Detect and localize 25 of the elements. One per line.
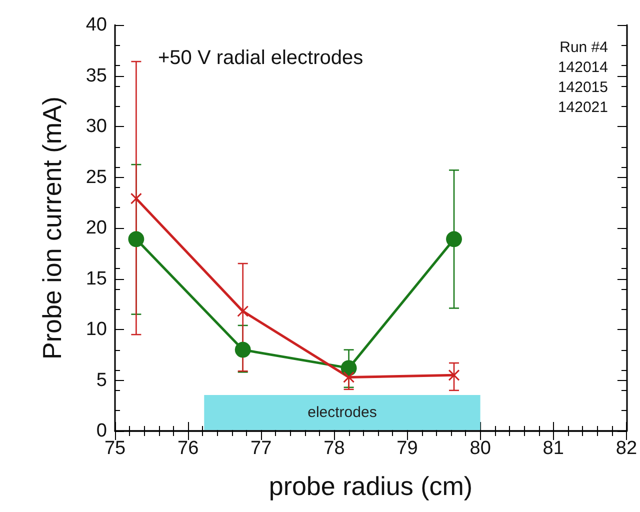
y-tick-label: 10: [86, 319, 107, 340]
y-tick-label: 35: [86, 65, 107, 86]
x-tick-label: 75: [104, 438, 126, 459]
x-tick-label: 77: [250, 438, 272, 459]
x-tick-label: 79: [396, 438, 418, 459]
x-tick-label: 78: [324, 438, 345, 459]
x-tick-label: 81: [542, 438, 564, 459]
y-tick-label: 40: [86, 14, 107, 36]
annotation: Run #4: [560, 39, 608, 56]
annotation: 142015: [558, 79, 608, 96]
y-tick-label: 25: [86, 166, 107, 188]
y-tick-label: 5: [96, 370, 107, 391]
y-tick-label: 15: [86, 268, 107, 290]
annotation: 142014: [558, 59, 608, 76]
y-tick-label: 0: [96, 420, 107, 442]
x-tick-label: 80: [470, 438, 491, 459]
y-tick-label: 30: [86, 116, 107, 137]
band-label: electrodes: [308, 404, 377, 421]
annotation: 142021: [558, 99, 608, 116]
x-axis-title: probe radius (cm): [268, 471, 473, 501]
x-tick-label: 82: [616, 438, 638, 459]
x-tick-label: 76: [177, 438, 199, 459]
y-axis-title: Probe ion current (mA): [37, 96, 67, 360]
annotation: +50 V radial electrodes: [158, 47, 364, 69]
y-tick-label: 20: [86, 218, 107, 238]
